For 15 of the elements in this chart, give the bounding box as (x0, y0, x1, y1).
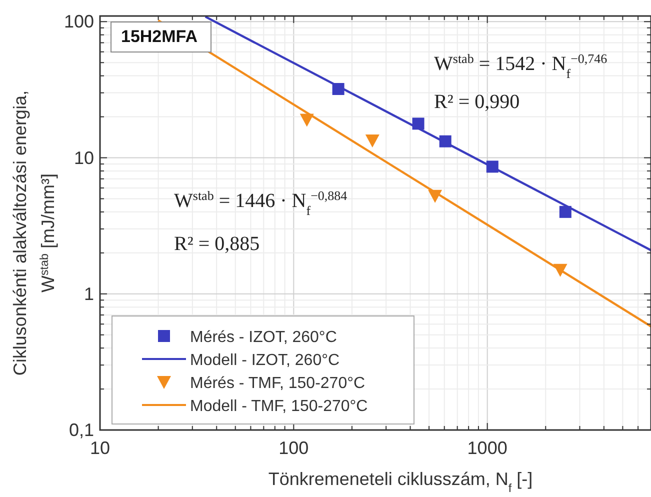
x-tick-label: 1000 (467, 438, 508, 458)
annotation: R² = 0,885 (174, 233, 260, 255)
annotation: R² = 0,990 (434, 91, 520, 113)
y-tick-label: 10 (74, 148, 94, 168)
legend-label: Modell - IZOT, 260°C (190, 352, 340, 369)
x-axis-title: Tönkremeneteli ciklusszám, N$_{f}$ [-] (268, 469, 533, 494)
y-tick-label: 100 (64, 12, 94, 32)
x-tick-label: 100 (278, 438, 309, 458)
legend-label: Mérés - IZOT, 260°C (190, 329, 337, 346)
legend-label: Mérés - TMF, 150-270°C (190, 375, 366, 392)
legend-label: Modell - TMF, 150-270°C (190, 398, 368, 415)
y-tick-label: 0,1 (68, 420, 94, 440)
y-tick-label: 1 (84, 284, 94, 304)
x-tick-label: 10 (90, 438, 110, 458)
annotation: 15H2MFA (121, 27, 198, 46)
